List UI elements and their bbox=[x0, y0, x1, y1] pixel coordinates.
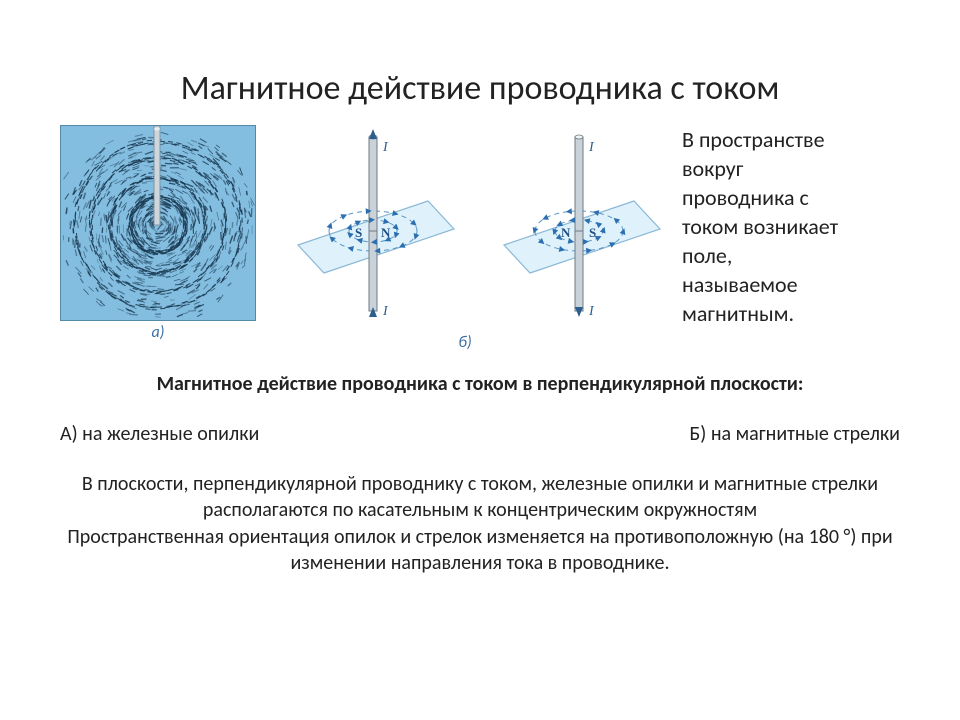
north-label: N bbox=[561, 225, 571, 240]
ab-row: А) на железные опилки Б) на магнитные ст… bbox=[0, 422, 960, 446]
compass-arrow-icon bbox=[340, 212, 348, 220]
conductor-a bbox=[154, 126, 160, 225]
conductor-top bbox=[369, 137, 377, 231]
figure-a-label: а) bbox=[151, 323, 164, 342]
slide-title: Магнитное действие проводника с током bbox=[0, 0, 960, 109]
north-label: N bbox=[381, 225, 391, 240]
south-label: S bbox=[589, 225, 596, 240]
current-label-top: I bbox=[382, 140, 389, 155]
figure-a bbox=[60, 125, 256, 321]
current-label-bottom: I bbox=[588, 304, 595, 319]
conductor-cap bbox=[575, 135, 583, 139]
figure-a-svg bbox=[61, 126, 255, 320]
paragraph-2: Пространственная ориентация опилок и стр… bbox=[0, 525, 960, 576]
current-arrow-top bbox=[369, 129, 377, 139]
current-label-bottom: I bbox=[382, 304, 389, 319]
caption-bold: Магнитное действие проводника с током в … bbox=[0, 372, 960, 396]
conductor-top bbox=[575, 137, 583, 231]
conductor-a-cap bbox=[154, 127, 160, 130]
current-arrow-bottom bbox=[575, 307, 583, 317]
paragraph-1: В плоскости, перпендикулярной проводнику… bbox=[0, 472, 960, 523]
slide: Магнитное действие проводника с током а)… bbox=[0, 0, 960, 720]
figure-b-label: б) bbox=[458, 333, 471, 352]
compass-arrow-icon bbox=[541, 214, 549, 222]
item-a: А) на железные опилки bbox=[60, 422, 259, 446]
compass-arrow-icon bbox=[566, 208, 572, 214]
side-paragraph: В пространстве вокруг проводника с током… bbox=[682, 125, 852, 328]
figure-b-pair: I I S N I I S N bbox=[278, 125, 674, 335]
conductor-bottom bbox=[575, 231, 583, 311]
south-label: S bbox=[355, 225, 362, 240]
current-label-top: I bbox=[588, 140, 595, 155]
figure-b-wrap: I I S N I I S N б) bbox=[256, 125, 674, 352]
figure-b-left: I I S N bbox=[278, 125, 468, 335]
figure-a-wrap: а) bbox=[60, 125, 256, 342]
figure-row: а) I I S N I I S N б) В пространстве вокруг пр… bbox=[0, 125, 960, 352]
figure-b-right: I I S N bbox=[484, 125, 674, 335]
item-b: Б) на магнитные стрелки bbox=[689, 422, 900, 446]
